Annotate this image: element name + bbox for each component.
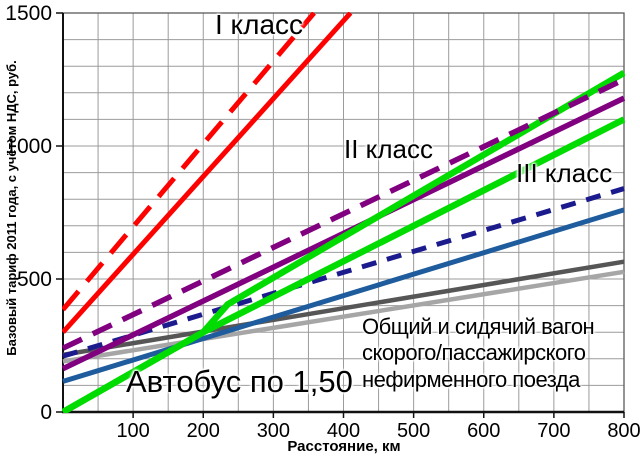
x-tick-label: 300 bbox=[257, 420, 290, 442]
annotation-class-2: II класс bbox=[344, 134, 433, 164]
x-axis-title: Расстояние, км bbox=[287, 438, 401, 455]
series-class-3-dashed bbox=[62, 186, 625, 359]
x-tick-label: 600 bbox=[467, 420, 500, 442]
y-tick-label: 0 bbox=[40, 401, 52, 424]
series-common-seated-car-light-gray bbox=[62, 269, 625, 364]
y-tick-label: 1500 bbox=[5, 2, 52, 25]
series-class-3-solid bbox=[62, 207, 625, 384]
series-common-seated-car-dark-gray bbox=[62, 259, 625, 358]
annotation-common-seated-car: Общий и сидячий вагон скорого/пассажирск… bbox=[362, 314, 595, 393]
x-tick-label: 400 bbox=[327, 420, 360, 442]
x-tick-label: 100 bbox=[116, 420, 149, 442]
annotation-class-3: III класс bbox=[516, 158, 613, 188]
annotation-common-line-2: скорого/пассажирского bbox=[362, 340, 586, 366]
annotation-class-1: I класс bbox=[215, 9, 304, 40]
series-bus-1-50-upper bbox=[62, 70, 625, 413]
y-axis-title: Базовый тариф 2011 года, с учётом НДС, р… bbox=[4, 60, 19, 356]
annotation-bus-1-50: Автобус по 1,50 bbox=[126, 364, 353, 399]
x-tick-label: 700 bbox=[537, 420, 570, 442]
series-class-1-dashed bbox=[62, 12, 316, 312]
annotation-common-line-3: нефирменного поезда bbox=[362, 366, 580, 392]
x-tick-label: 200 bbox=[187, 420, 220, 442]
series-class-2-dashed bbox=[62, 77, 625, 351]
x-tick-label: 500 bbox=[397, 420, 430, 442]
series-class-1-solid bbox=[62, 12, 353, 334]
x-tick-label: 800 bbox=[607, 420, 640, 442]
y-tick-label: 500 bbox=[17, 268, 52, 291]
y-tick-label: 1000 bbox=[5, 135, 52, 158]
annotation-common-line-1: Общий и сидячий вагон bbox=[362, 314, 595, 339]
